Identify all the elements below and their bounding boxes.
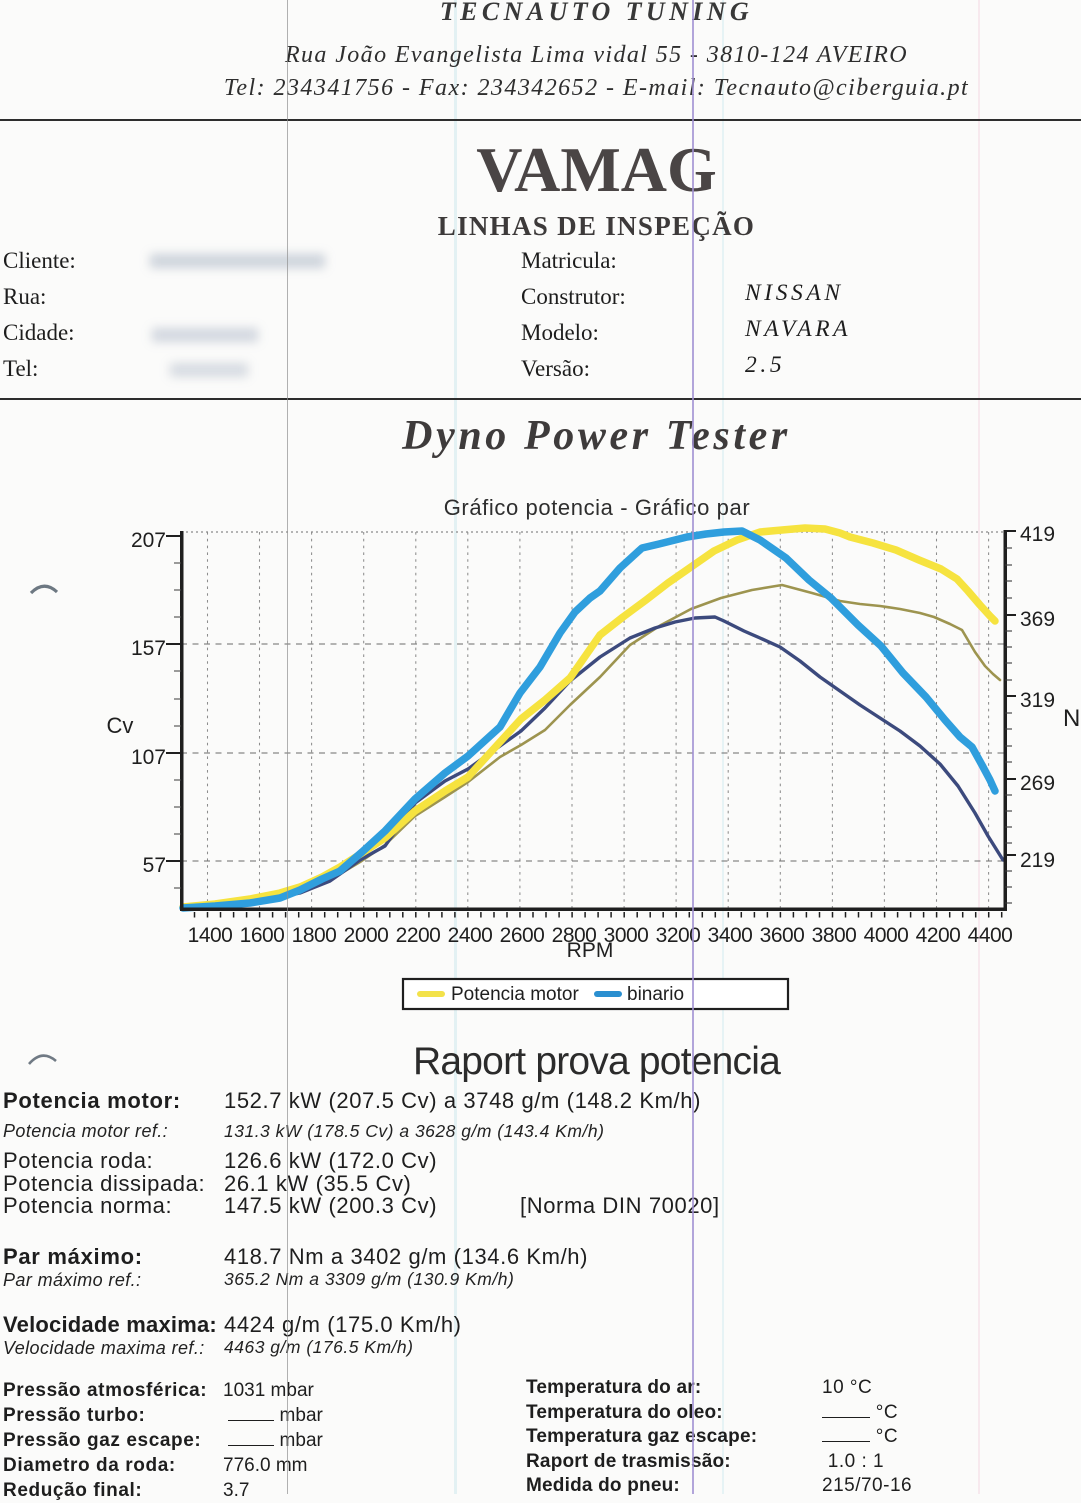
svg-text:2000: 2000 [344,924,389,947]
svg-text:419: 419 [1020,523,1055,546]
svg-text:2800: 2800 [552,924,597,947]
svg-text:1600: 1600 [240,924,285,947]
svg-text:Gráfico potencia - Gráfico par: Gráfico potencia - Gráfico par [444,495,751,520]
svg-text:3000: 3000 [604,924,649,947]
svg-text:2200: 2200 [396,924,441,947]
svg-text:2600: 2600 [500,924,545,947]
svg-text:157: 157 [131,637,166,660]
svg-text:Cv: Cv [107,713,134,738]
svg-text:319: 319 [1020,689,1055,712]
svg-text:binario: binario [627,984,684,1005]
svg-text:Nm: Nm [1063,705,1081,732]
svg-text:107: 107 [131,746,166,769]
svg-text:3200: 3200 [656,924,701,947]
svg-text:2400: 2400 [448,924,493,947]
svg-text:1400: 1400 [188,924,233,947]
svg-text:3400: 3400 [708,924,753,947]
svg-text:269: 269 [1020,772,1055,795]
svg-text:3600: 3600 [760,924,805,947]
svg-text:57: 57 [143,854,166,877]
svg-text:4000: 4000 [864,924,909,947]
svg-text:219: 219 [1020,849,1055,872]
svg-text:RPM: RPM [567,939,614,962]
svg-text:Potencia motor: Potencia motor [451,984,579,1005]
svg-text:4200: 4200 [916,924,961,947]
svg-text:207: 207 [131,529,166,552]
svg-text:1800: 1800 [292,924,337,947]
svg-text:4400: 4400 [968,924,1013,947]
svg-text:3800: 3800 [812,924,857,947]
svg-text:369: 369 [1020,608,1055,631]
